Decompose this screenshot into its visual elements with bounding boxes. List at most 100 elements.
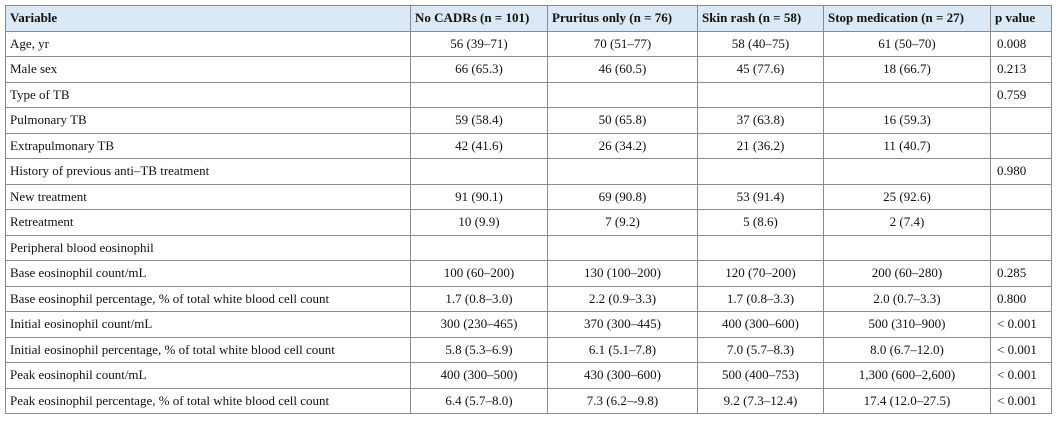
table-cell: 6.1 (5.1–7.8): [547, 336, 698, 363]
table-cell: 5.8 (5.3–6.9): [410, 336, 548, 363]
table-cell: 25 (92.6): [823, 183, 991, 210]
header-cell: Skin rash (n = 58): [697, 5, 824, 32]
table-cell: 7.0 (5.7–8.3): [697, 336, 824, 363]
table-cell: [547, 158, 698, 185]
table-cell: 130 (100–200): [547, 260, 698, 287]
table-cell: 500 (400–753): [697, 362, 824, 389]
table-cell: 26 (34.2): [547, 132, 698, 159]
table-cell: 7 (9.2): [547, 209, 698, 236]
table-cell: New treatment: [5, 183, 411, 210]
table-cell: 53 (91.4): [697, 183, 824, 210]
table-cell: 11 (40.7): [823, 132, 991, 159]
table-row: Extrapulmonary TB 42 (41.6) 26 (34.2) 21 (3…: [5, 132, 1052, 159]
table-cell: 0.285: [990, 260, 1052, 287]
table-cell: 400 (300–600): [697, 311, 824, 338]
table-cell: 120 (70–200): [697, 260, 824, 287]
table-cell: Initial eosinophil percentage, % of tota…: [5, 336, 411, 363]
header-cell: No CADRs (n = 101): [410, 5, 548, 32]
table-cell: 17.4 (12.0–27.5): [823, 387, 991, 414]
table-cell: [990, 183, 1052, 210]
table-cell: Base eosinophil count/mL: [5, 260, 411, 287]
table-cell: [823, 158, 991, 185]
table-row: Initial eosinophil percentage, % of tota…: [5, 336, 1052, 363]
table-cell: 59 (58.4): [410, 107, 548, 134]
table-cell: [410, 234, 548, 261]
table-row: Initial eosinophil count/mL 300 (230–465)…: [5, 311, 1052, 338]
table-cell: [990, 209, 1052, 236]
table-cell: 18 (66.7): [823, 56, 991, 83]
table-row: Type of TB 0.759: [5, 81, 1052, 108]
table-cell: 10 (9.9): [410, 209, 548, 236]
table-row: Male sex 66 (65.3) 46 (60.5) 45 (77.6) 18 (6…: [5, 56, 1052, 83]
table-cell: 5 (8.6): [697, 209, 824, 236]
table-row: Age, yr 56 (39–71) 70 (51–77) 58 (40–75) 61 …: [5, 30, 1052, 57]
table-cell: < 0.001: [990, 336, 1052, 363]
table-cell: Age, yr: [5, 30, 411, 57]
header-cell: Pruritus only (n = 76): [547, 5, 698, 32]
table-cell: 400 (300–500): [410, 362, 548, 389]
table-cell: [990, 107, 1052, 134]
table-row: Peak eosinophil count/mL 400 (300–500) 430…: [5, 362, 1052, 389]
table-row: Base eosinophil count/mL 100 (60–200) 130 …: [5, 260, 1052, 287]
table-cell: 37 (63.8): [697, 107, 824, 134]
table-cell: 300 (230–465): [410, 311, 548, 338]
table-cell: 8.0 (6.7–12.0): [823, 336, 991, 363]
table-cell: [697, 81, 824, 108]
table-row: Peak eosinophil percentage, % of total w…: [5, 387, 1052, 414]
table-row: Peripheral blood eosinophil: [5, 234, 1052, 261]
table-cell: [410, 81, 548, 108]
table-cell: 69 (90.8): [547, 183, 698, 210]
table-row: Base eosinophil percentage, % of total w…: [5, 285, 1052, 312]
table-cell: Extrapulmonary TB: [5, 132, 411, 159]
table-cell: 56 (39–71): [410, 30, 548, 57]
table-cell: 1.7 (0.8–3.0): [410, 285, 548, 312]
table-cell: Base eosinophil percentage, % of total w…: [5, 285, 411, 312]
table-cell: Retreatment: [5, 209, 411, 236]
table-cell: 200 (60–280): [823, 260, 991, 287]
table-cell: [990, 132, 1052, 159]
table-cell: 500 (310–900): [823, 311, 991, 338]
table-cell: 0.800: [990, 285, 1052, 312]
table-cell: 0.008: [990, 30, 1052, 57]
table-cell: 100 (60–200): [410, 260, 548, 287]
table-cell: < 0.001: [990, 387, 1052, 414]
table-cell: Peripheral blood eosinophil: [5, 234, 411, 261]
table-cell: 2.2 (0.9–3.3): [547, 285, 698, 312]
table-cell: Initial eosinophil count/mL: [5, 311, 411, 338]
table-cell: [547, 234, 698, 261]
table-cell: 7.3 (6.2–-9.8): [547, 387, 698, 414]
table-cell: 16 (59.3): [823, 107, 991, 134]
table-cell: 430 (300–600): [547, 362, 698, 389]
table-cell: 21 (36.2): [697, 132, 824, 159]
table-cell: < 0.001: [990, 311, 1052, 338]
table-cell: [823, 81, 991, 108]
table-cell: 42 (41.6): [410, 132, 548, 159]
table-cell: 70 (51–77): [547, 30, 698, 57]
header-row: Variable No CADRs (n = 101) Pruritus only …: [5, 5, 1052, 32]
table-cell: 0.213: [990, 56, 1052, 83]
table-cell: 0.759: [990, 81, 1052, 108]
table-cell: [990, 234, 1052, 261]
table-cell: 1,300 (600–2,600): [823, 362, 991, 389]
table-cell: [547, 81, 698, 108]
table-row: Pulmonary TB 59 (58.4) 50 (65.8) 37 (63.8) 1…: [5, 107, 1052, 134]
header-cell: Variable: [5, 5, 411, 32]
table-row: History of previous anti–TB treatment 0.9…: [5, 158, 1052, 185]
table-cell: 50 (65.8): [547, 107, 698, 134]
table-cell: [697, 158, 824, 185]
table-cell: 45 (77.6): [697, 56, 824, 83]
table-cell: 9.2 (7.3–12.4): [697, 387, 824, 414]
table-cell: [823, 234, 991, 261]
table-cell: Peak eosinophil count/mL: [5, 362, 411, 389]
table-cell: 1.7 (0.8–3.3): [697, 285, 824, 312]
table-cell: [410, 158, 548, 185]
table-cell: [697, 234, 824, 261]
table-row: Retreatment 10 (9.9) 7 (9.2) 5 (8.6) 2 (7.4): [5, 209, 1052, 236]
table-cell: 0.980: [990, 158, 1052, 185]
table-cell: 61 (50–70): [823, 30, 991, 57]
table-cell: 2 (7.4): [823, 209, 991, 236]
table-cell: 370 (300–445): [547, 311, 698, 338]
table-row: New treatment 91 (90.1) 69 (90.8) 53 (91.4)…: [5, 183, 1052, 210]
table-cell: 66 (65.3): [410, 56, 548, 83]
